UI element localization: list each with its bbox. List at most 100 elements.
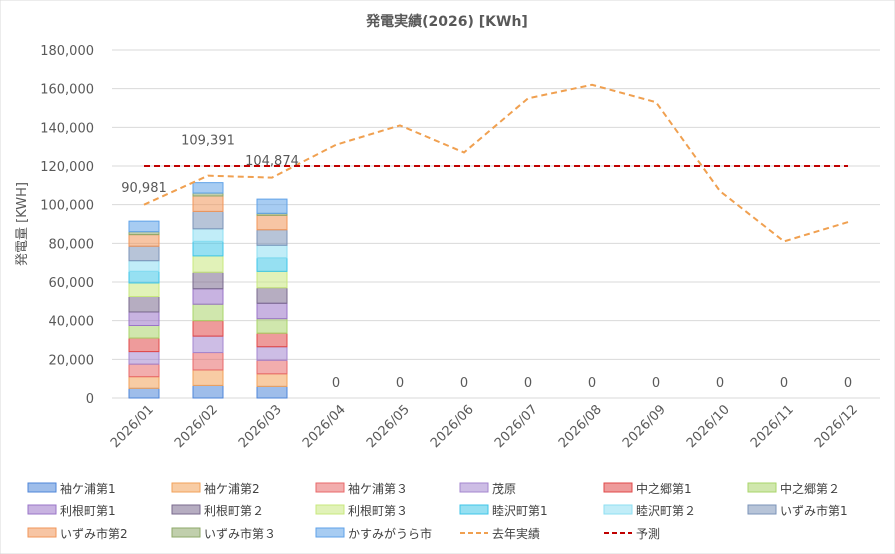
bar-segment (192, 335, 224, 354)
legend-label: 中之郷第1 (636, 481, 692, 496)
bar-segment (128, 376, 160, 389)
bar-segment (192, 182, 224, 194)
bar-segment (128, 245, 160, 262)
legend-swatch (171, 504, 201, 515)
bar-segment (256, 270, 288, 289)
y-tick-label: 60,000 (49, 276, 95, 291)
bar-segment (256, 229, 288, 246)
legend-label: 利根町第３ (348, 504, 408, 518)
bar-segment (128, 387, 160, 399)
bar-segment (256, 318, 288, 334)
y-tick-label: 180,000 (40, 44, 94, 59)
y-tick-label: 100,000 (40, 199, 94, 214)
legend-label: 袖ケ浦第1 (60, 481, 116, 496)
bar-segment (192, 255, 224, 273)
bar-segment (192, 352, 224, 371)
legend-swatch (459, 504, 489, 515)
bar-segment (256, 287, 288, 304)
y-tick-label: 160,000 (40, 83, 94, 98)
bar-segment (192, 320, 224, 337)
legend-label: いずみ市第2 (60, 526, 128, 541)
bar-segment (256, 244, 288, 259)
legend-swatch (315, 527, 345, 538)
y-tick-label: 0 (86, 392, 94, 407)
legend-swatch (27, 504, 57, 515)
bars (128, 182, 288, 399)
data-label: 0 (332, 376, 340, 391)
legend-label: 袖ケ浦第2 (204, 481, 260, 496)
bar-segment (256, 257, 288, 272)
bar-segment (192, 228, 224, 242)
y-axis-ticks: 0 20,000 40,000 60,000 80,000 100,000 120,000 1… (40, 44, 94, 407)
bar-segment (256, 332, 288, 348)
legend-label: いずみ市第３ (204, 526, 276, 541)
data-label: 0 (396, 376, 404, 391)
legend-label: 中之郷第２ (780, 481, 840, 496)
bar-segment (128, 234, 160, 247)
bar-segment (192, 303, 224, 322)
bar-segment (128, 325, 160, 339)
lines (143, 83, 849, 243)
bar-segment (192, 271, 224, 290)
y-axis-label: 発電量 [KWH] (15, 182, 30, 266)
legend-swatch (747, 504, 777, 515)
legend-label: かすみがうら市 (348, 526, 432, 541)
y-tick-label: 120,000 (40, 160, 94, 175)
legend-label: 利根町第1 (60, 504, 116, 518)
bar-segment (128, 351, 160, 365)
bar-segment (128, 282, 160, 298)
y-tick-label: 140,000 (40, 121, 94, 136)
y-tick-label: 40,000 (49, 315, 95, 330)
bar-segment (256, 214, 288, 231)
data-label: 0 (652, 376, 660, 391)
legend-swatch (603, 482, 633, 493)
data-label: 0 (716, 376, 724, 391)
bar-segment (128, 260, 160, 272)
bar-segment (256, 302, 288, 320)
legend-swatch (603, 504, 633, 515)
bar-segment (128, 337, 160, 353)
legend-swatch (315, 482, 345, 493)
data-label: 104,874 (245, 154, 299, 169)
bar-segment (256, 385, 288, 399)
data-label: 0 (780, 376, 788, 391)
legend-swatch (315, 504, 345, 515)
legend: 袖ケ浦第1 袖ケ浦第2 袖ケ浦第３ 茂原 中之郷第1 中之郷第２ 利根町第1 利根町第２ 利根町… (27, 481, 848, 541)
legend-label: 利根町第２ (204, 504, 264, 518)
line-series (143, 83, 849, 243)
bar-segment (256, 346, 288, 361)
data-label: 109,391 (181, 134, 235, 149)
legend-swatch (27, 482, 57, 493)
y-tick-label: 20,000 (49, 353, 95, 368)
legend-swatch (747, 482, 777, 493)
legend-label: 去年実績 (492, 526, 540, 541)
data-label: 0 (524, 376, 532, 391)
legend-label: 袖ケ浦第３ (348, 481, 408, 496)
bar-segment (192, 195, 224, 212)
bar-segment (128, 220, 160, 233)
legend-label: 茂原 (492, 482, 516, 496)
legend-swatch (171, 527, 201, 538)
bar-segment (256, 198, 288, 214)
data-label: 0 (460, 376, 468, 391)
bar-segment (192, 384, 224, 399)
bar-segment (128, 296, 160, 313)
legend-label: いずみ市第1 (780, 503, 848, 518)
data-label: 0 (588, 376, 596, 391)
bar-segment (192, 210, 224, 230)
bar-segment (256, 359, 288, 375)
bar-segment (128, 270, 160, 284)
bar-segment (256, 373, 288, 387)
bar-segment (128, 363, 160, 378)
legend-label: 睦沢町第２ (636, 504, 696, 518)
bar-segment (128, 311, 160, 327)
legend-label: 睦沢町第1 (492, 504, 548, 518)
gridlines (112, 49, 880, 399)
legend-swatch (171, 482, 201, 493)
legend-swatch (27, 527, 57, 538)
y-tick-label: 80,000 (49, 237, 95, 252)
bar-segment (192, 288, 224, 305)
bar-segment (192, 240, 224, 257)
